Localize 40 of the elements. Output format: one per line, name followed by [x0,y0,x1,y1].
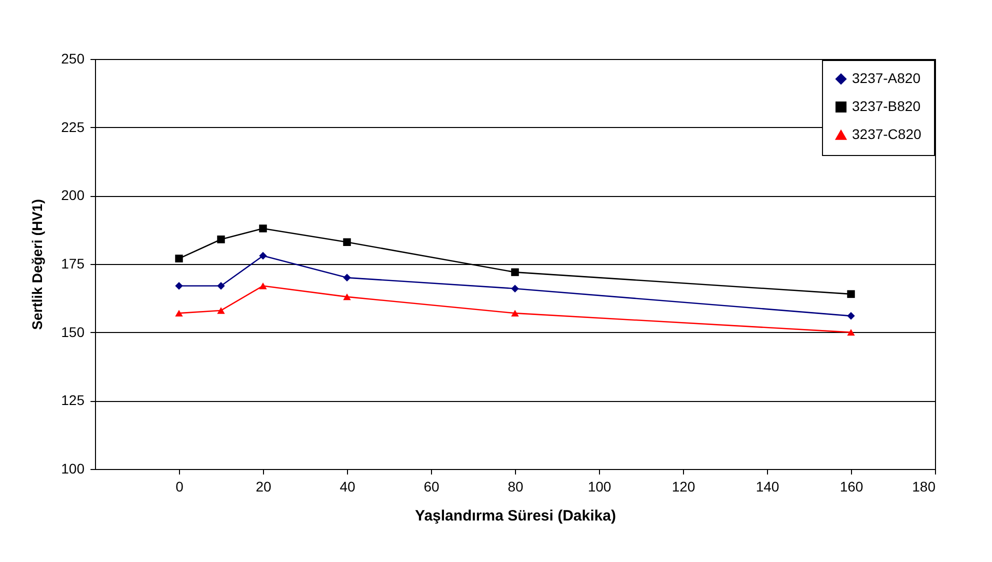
point [175,254,183,262]
x-tick-label: 40 [340,478,356,494]
point [511,284,519,292]
point [217,236,225,244]
point [343,274,351,282]
point [847,290,855,298]
y-tick-label: 100 [61,460,85,476]
x-tick-label: 20 [256,478,272,494]
point [511,268,519,276]
point [259,252,267,260]
legend-label: 3237-B820 [852,98,921,114]
point [175,310,183,317]
y-tick-label: 125 [61,392,85,408]
point [217,282,225,290]
y-tick-label: 225 [61,118,85,135]
point [511,310,519,317]
point [847,312,855,320]
x-tick-label: 180 [912,478,936,494]
y-tick-label: 250 [61,50,85,66]
point [259,282,267,290]
y-tick-label: 175 [61,256,85,272]
y-tick-label: 150 [61,324,85,340]
x-tick-label: 0 [176,478,184,494]
y-axis-title: Sertlik Değeri (HV1) [29,199,46,330]
y-tick-label: 200 [61,187,85,204]
point [217,307,225,314]
x-tick-label: 100 [588,478,612,494]
x-tick-label: 60 [424,478,440,494]
x-tick-label: 160 [840,478,864,494]
point [343,238,351,246]
point [259,224,267,232]
point [175,282,183,290]
legend-label: 3237-C820 [852,126,922,142]
x-axis-title: Yaşlandırma Süresi (Dakika) [415,508,616,524]
point [847,328,855,336]
x-tick-label: 140 [756,478,780,494]
x-tick-label: 80 [508,478,524,494]
x-tick-label: 120 [672,478,696,494]
point [343,293,351,300]
legend-label: 3237-A820 [852,70,921,86]
